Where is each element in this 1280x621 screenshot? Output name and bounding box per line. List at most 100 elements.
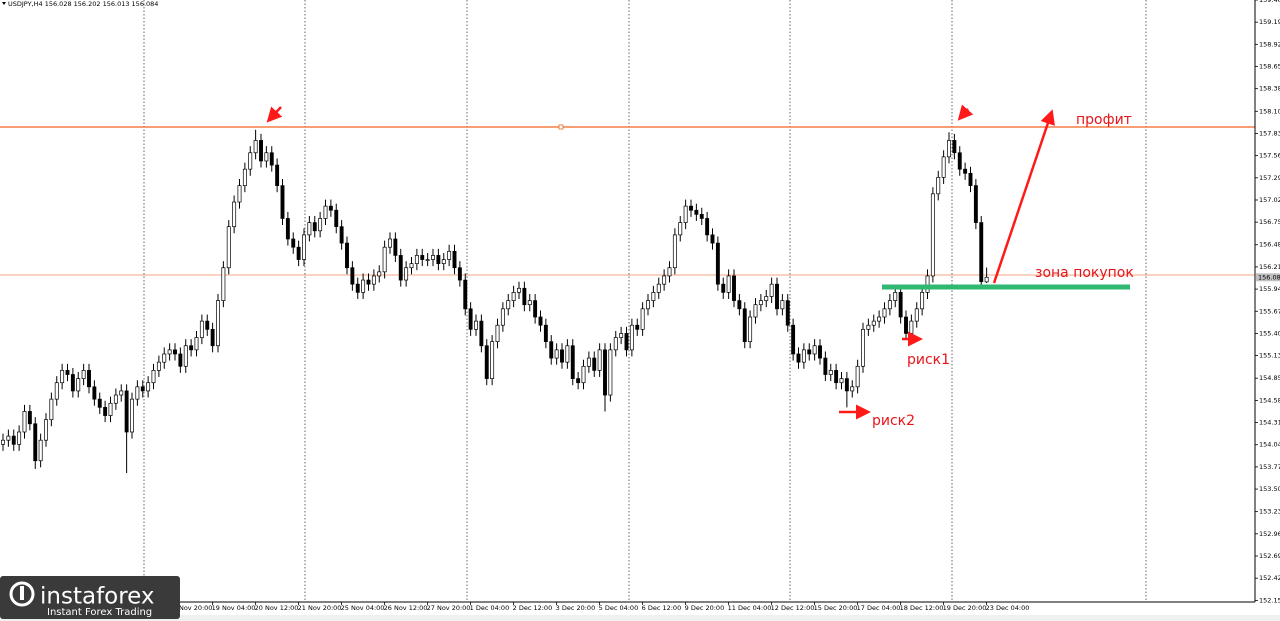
candle-body [33,423,38,462]
candles [1,129,989,474]
candle-body [167,349,172,355]
candle-body [54,382,59,400]
y-tick-label: 158.650 [1259,63,1280,71]
candle-body [753,304,758,318]
candle-body [366,279,371,285]
candle-body [608,349,613,396]
candle-body [253,140,258,154]
candle-body [312,222,317,232]
candle-body [656,283,661,293]
candle-body [699,214,704,219]
candle-body [844,378,849,392]
candle-body [511,292,516,301]
line-anchor [558,124,564,130]
candle-body [694,209,699,215]
candle-body [925,275,930,293]
candle-body [248,152,253,170]
candle-body [70,374,75,392]
candle-body [952,140,957,154]
y-tick-label: 157.835 [1259,129,1280,137]
candle-body [146,382,151,392]
candle-body [291,238,296,248]
candle-body [855,365,860,388]
candle-body [662,275,667,285]
candle-body [721,283,726,293]
candle-body [807,349,812,355]
candle-body [323,205,328,219]
candle-body [296,246,301,260]
candle-body [791,324,796,355]
candle-body [710,234,715,244]
candle-body [506,300,511,310]
y-tick-label: 153.505 [1259,485,1280,493]
candle-body [81,370,86,379]
candle-body [861,328,865,367]
candle-body [533,300,538,318]
tagline: Instant Forex Trading [47,607,152,618]
x-tick-label: 15 Dec 20:00 [814,604,858,612]
candle-body [76,378,81,392]
candle-body [463,279,468,310]
candle-body [44,419,48,441]
candle-body [275,164,280,186]
candle-body [742,308,747,343]
candle-body [269,152,274,166]
y-tick-label: 152.150 [1259,596,1280,604]
candle-body [285,218,290,240]
candle-body [1,439,5,445]
y-tick-label: 155.400 [1259,329,1280,337]
candle-body [87,370,91,388]
candle-body [801,349,806,363]
candle-body [199,320,204,338]
x-tick-label: 27 Nov 20:00 [427,604,471,612]
candle-body [398,255,403,281]
y-tick-label: 158.105 [1259,107,1280,115]
y-tick-label: 152.420 [1259,574,1280,582]
candle-body [484,345,489,379]
candle-body [404,267,409,281]
candle-body [554,349,559,359]
candle-body [97,398,102,408]
x-tick-label: 25 Nov 04:00 [341,604,385,612]
y-tick-label: 155.940 [1259,285,1280,293]
candle-body [866,324,871,330]
candle-body [581,365,586,384]
candle-body [468,308,473,330]
y-tick-label: 156.755 [1259,218,1280,226]
candle-body [936,177,941,195]
candle-body [178,353,183,367]
candle-body [522,287,527,306]
x-tick-label: 3 Dec 20:00 [556,604,596,612]
candle-body [920,292,925,310]
candle-body [973,185,978,223]
candle-body [113,394,118,404]
candle-body [909,320,914,334]
candle-body [887,300,892,310]
y-tick-label: 154.855 [1259,374,1280,382]
candle-body [839,378,844,384]
last-price-label: 156.084 [1258,273,1280,281]
candle-body [431,255,435,260]
candle-body [173,349,177,355]
x-tick-label: 19 Dec 20:00 [943,604,987,612]
x-tick-label: 20 Nov 12:00 [255,604,299,612]
candle-body [474,320,478,330]
candle-body [930,193,935,277]
candle-body [672,234,677,269]
candle-body [425,259,430,261]
candle-body [678,222,683,236]
candle-body [914,308,919,322]
candle-body [441,259,446,264]
x-tick-label: 5 Dec 04:00 [599,604,639,612]
candle-body [683,205,688,223]
candle-body [651,292,656,301]
y-tick-label: 153.230 [1259,508,1280,516]
candle-body [758,300,763,306]
period-separators [143,0,1147,602]
y-tick-label: 159.460 [1259,0,1280,4]
candle-body [947,140,951,158]
candle-body [732,275,736,301]
candle-body [769,283,774,297]
